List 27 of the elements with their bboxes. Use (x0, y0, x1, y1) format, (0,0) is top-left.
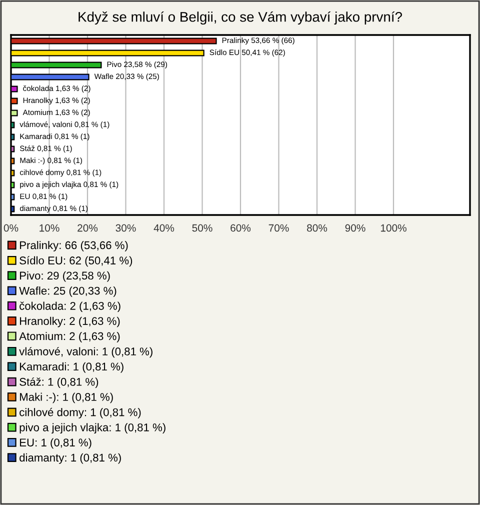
legend-label: Kamaradi: 1 (0,81 %) (20, 362, 124, 373)
legend-label: čokolada: 2 (1,63 %) (20, 302, 120, 312)
legend-label: Sídlo EU: 62 (50,41 %) (20, 256, 132, 267)
legend-label: diamanty: 1 (0,81 %) (20, 453, 121, 464)
legend-label: EU: 1 (0,81 %) (20, 438, 92, 449)
x-tick-label: 80% (307, 224, 328, 232)
x-tick-label: 20% (78, 224, 98, 232)
x-tick-label: 70% (268, 224, 289, 232)
legend-label: cihlové domy: 1 (0,81 %) (20, 408, 141, 418)
legend-label: Atomium: 2 (1,63 %) (19, 332, 120, 342)
legend-label: Pivo: 29 (23,58 %) (20, 271, 110, 282)
x-tick-label: 10% (40, 224, 60, 232)
x-tick-label: 90% (345, 224, 366, 232)
x-tick-label: 50% (192, 224, 212, 232)
x-tick-label: 100% (380, 224, 406, 232)
legend-label: Maki :-): 1 (0,81 %) (20, 392, 113, 404)
legend-label: Pralinky: 66 (53,66 %) (20, 241, 128, 252)
x-tick-label: 40% (154, 224, 174, 232)
legend-label: pivo a jejich vlajka: 1 (0,81 %) (20, 423, 166, 434)
x-tick-label: 30% (116, 224, 136, 232)
legend-label: vlámové, valoni: 1 (0,81 %) (19, 347, 152, 358)
legend-label: Wafle: 25 (20,33 %) (19, 286, 116, 297)
x-tick-label: 60% (230, 224, 251, 232)
legend-label: Stáž: 1 (0,81 %) (20, 377, 98, 388)
legend-label: Hranolky: 2 (1,63 %) (20, 316, 120, 328)
x-tick-label: 0% (4, 224, 18, 232)
chart-title: Když se mluví o Belgii, co se Vám vybaví jako první? (78, 11, 402, 25)
